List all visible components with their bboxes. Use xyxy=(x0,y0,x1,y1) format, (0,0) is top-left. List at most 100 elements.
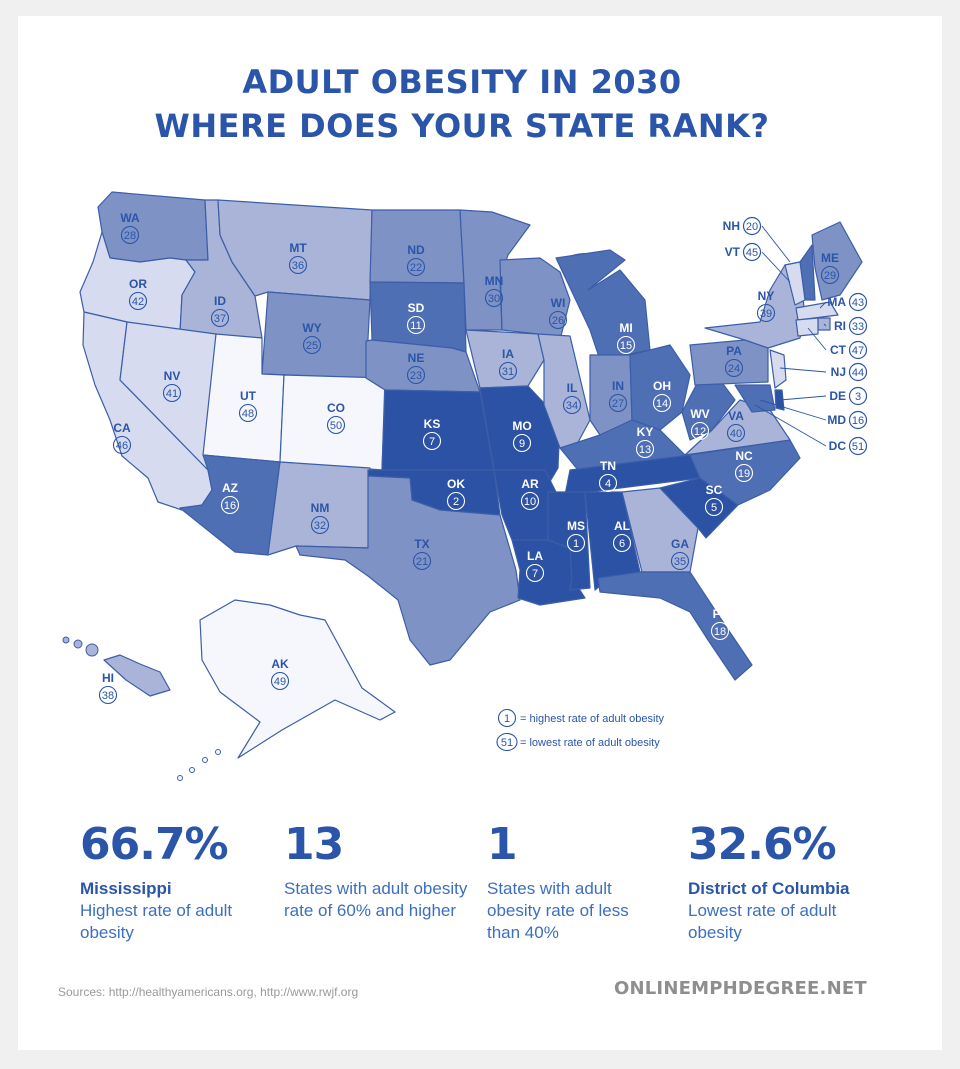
rank-circle xyxy=(112,435,132,455)
state-rank: 16 xyxy=(224,500,236,512)
state-label-tx: TX 21 xyxy=(412,537,432,571)
rank-circle xyxy=(98,685,118,705)
rank-circle xyxy=(270,671,290,691)
state-abbr: ID xyxy=(214,294,226,308)
rank-circle xyxy=(498,361,518,381)
state-label-la: LA 7 xyxy=(525,549,545,583)
state-rank: 12 xyxy=(694,426,706,438)
state-abbr: MD xyxy=(827,413,846,427)
state-label-ia: IA 31 xyxy=(498,347,518,381)
leader-line xyxy=(807,327,827,351)
state-label-ok: OK 2 xyxy=(446,477,465,511)
state-rank: 39 xyxy=(760,308,772,320)
state-rank: 37 xyxy=(214,313,226,325)
state-abbr: TX xyxy=(414,537,429,551)
state-rank: 43 xyxy=(852,297,864,309)
state-label-nv: NV 41 xyxy=(162,369,182,403)
rank-circle xyxy=(406,315,426,335)
rank-circle xyxy=(520,491,540,511)
state-rank: 1 xyxy=(573,538,579,550)
stat-value: 1 xyxy=(487,819,518,870)
state-label-sc: SC 5 xyxy=(704,483,724,517)
state-label-oh: OH 14 xyxy=(652,379,672,413)
state-label-wv: WV 12 xyxy=(690,407,710,441)
state-label-ca: CA 46 xyxy=(112,421,132,455)
state-label-me: ME 29 xyxy=(820,251,840,285)
brand-logo-text: ONLINEMPHDEGREE.NET xyxy=(614,978,867,999)
state-rank: 45 xyxy=(746,247,758,259)
state-label-hi: HI 38 xyxy=(98,671,118,705)
state-abbr: NJ xyxy=(831,365,846,379)
state-shape-fl xyxy=(597,571,753,681)
stat-60-percent: 13 States with adult obesity rate of 60%… xyxy=(284,818,484,922)
state-shape-ak xyxy=(199,599,396,759)
alaska-island-shape xyxy=(215,749,221,755)
state-rank: 15 xyxy=(620,340,632,352)
state-rank: 27 xyxy=(612,398,624,410)
state-abbr: OR xyxy=(129,277,147,291)
leader-line xyxy=(779,395,827,401)
state-rank: 33 xyxy=(852,321,864,333)
stat-highest: 66.7% Mississippi Highest rate of adult … xyxy=(80,818,280,944)
state-label-dc: DC 51 xyxy=(829,436,868,456)
state-rank: 49 xyxy=(274,676,286,688)
state-abbr: WV xyxy=(690,407,709,421)
state-rank: 22 xyxy=(410,262,422,274)
state-label-wi: WI 26 xyxy=(548,296,568,330)
state-rank: 35 xyxy=(674,556,686,568)
state-abbr: NY xyxy=(758,289,775,303)
rank-circle xyxy=(820,265,840,285)
rank-circle xyxy=(848,316,868,336)
rank-circle xyxy=(422,431,442,451)
state-label-az: AZ 16 xyxy=(220,481,240,515)
state-rank: 13 xyxy=(639,444,651,456)
sources-text: Sources: http://healthyamericans.org, ht… xyxy=(58,985,359,999)
state-label-nj: NJ 44 xyxy=(831,362,868,382)
state-abbr: NH xyxy=(723,219,740,233)
state-rank: 36 xyxy=(292,260,304,272)
state-abbr: WI xyxy=(551,296,566,310)
state-rank: 18 xyxy=(714,626,726,638)
stat-name: District of Columbia xyxy=(688,879,850,898)
state-rank: 14 xyxy=(656,398,668,410)
state-abbr: NE xyxy=(408,351,425,365)
state-rank: 38 xyxy=(102,690,114,702)
state-shape-tx xyxy=(295,475,521,666)
state-abbr: FL xyxy=(713,607,728,621)
state-label-ga: GA 35 xyxy=(670,537,689,571)
state-rank: 6 xyxy=(619,538,625,550)
state-abbr: NC xyxy=(735,449,753,463)
state-rank: 31 xyxy=(502,366,514,378)
state-rank: 16 xyxy=(852,415,864,427)
state-label-tn: TN 4 xyxy=(598,459,618,493)
state-shape-hi xyxy=(103,654,171,697)
rank-circle xyxy=(848,362,868,382)
state-rank: 46 xyxy=(116,440,128,452)
state-label-pa: PA 24 xyxy=(724,344,744,378)
state-label-md: MD 16 xyxy=(827,410,868,430)
state-rank: 7 xyxy=(532,568,538,580)
rank-circle xyxy=(406,257,426,277)
rank-circle xyxy=(756,303,776,323)
state-abbr: CT xyxy=(830,343,847,357)
rank-circle xyxy=(848,386,868,406)
state-shape-pa xyxy=(689,339,769,386)
stat-value: 66.7% xyxy=(80,819,229,870)
state-rank: 21 xyxy=(416,556,428,568)
state-label-ut: UT 48 xyxy=(238,389,258,423)
state-abbr: TN xyxy=(600,459,616,473)
leader-line xyxy=(761,225,791,263)
state-rank: 32 xyxy=(314,520,326,532)
state-rank: 24 xyxy=(728,363,740,375)
rank-circle xyxy=(562,395,582,415)
rank-circle xyxy=(210,308,230,328)
state-abbr: PA xyxy=(726,344,742,358)
state-abbr: HI xyxy=(102,671,114,685)
rank-circle xyxy=(704,497,724,517)
state-abbr: DE xyxy=(829,389,846,403)
stat-lowest: 32.6% District of Columbia Lowest rate o… xyxy=(688,818,888,944)
state-shape-vt xyxy=(784,261,806,306)
state-label-ri: RI 33 xyxy=(834,316,868,336)
state-rank: 34 xyxy=(566,400,578,412)
